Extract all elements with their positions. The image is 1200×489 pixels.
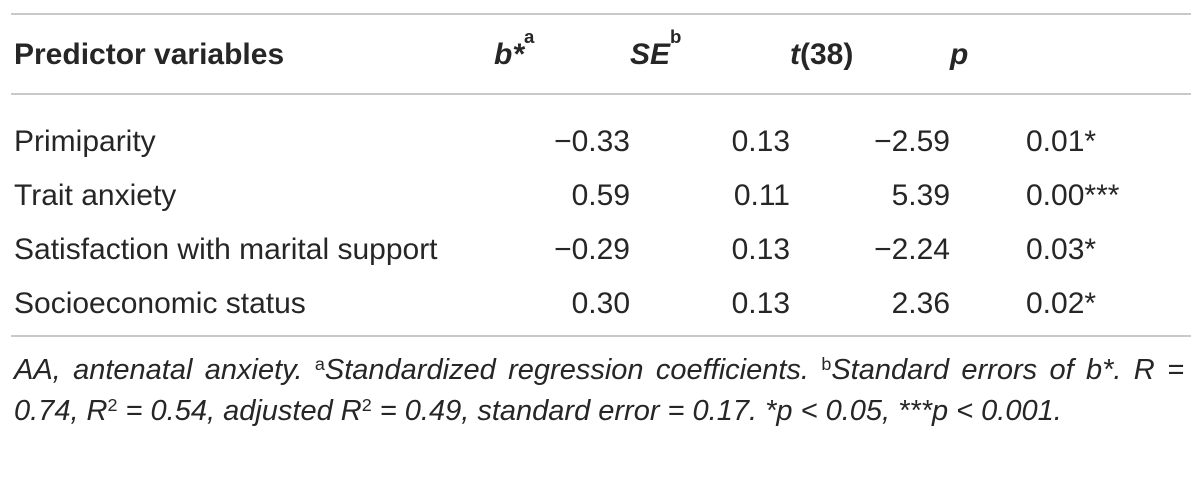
predictor-cell: Trait anxiety: [14, 179, 177, 212]
t-cell: −2.59: [874, 125, 950, 158]
header-predictor: Predictor variables: [14, 37, 285, 71]
header-t: t(38): [790, 37, 854, 71]
t-cell: 5.39: [891, 179, 950, 212]
header-b: b*a: [494, 25, 535, 71]
se-cell: 0.11: [733, 179, 790, 212]
se-cell: 0.13: [731, 233, 790, 266]
b-cell: −0.33: [554, 125, 630, 158]
table-row: Satisfaction with marital support −0.29 …: [14, 223, 1190, 277]
regression-table: Predictor variables b*a SEb t(38) p Prim…: [14, 16, 1190, 331]
predictor-cell: Satisfaction with marital support: [14, 233, 438, 266]
table-row: Socioeconomic status 0.30 0.13 2.36 0.02…: [14, 277, 1190, 331]
p-cell: 0.01*: [1026, 125, 1097, 158]
predictor-cell: Primiparity: [14, 125, 156, 158]
predictor-cell: Socioeconomic status: [14, 287, 306, 320]
se-cell: 0.13: [731, 287, 790, 320]
b-cell: 0.30: [571, 287, 630, 320]
header-rule: [11, 93, 1191, 95]
se-cell: 0.13: [731, 125, 790, 158]
table-row: Primiparity −0.33 0.13 −2.59 0.01*: [14, 93, 1190, 169]
b-cell: 0.59: [571, 179, 630, 212]
header-se: SEb: [630, 25, 682, 71]
t-cell: 2.36: [891, 287, 950, 320]
t-cell: −2.24: [874, 233, 950, 266]
header-row: Predictor variables b*a SEb t(38) p: [14, 16, 1190, 93]
table-row: Trait anxiety 0.59 0.11 5.39 0.00***: [14, 169, 1190, 223]
b-cell: −0.29: [554, 233, 630, 266]
bottom-rule: [11, 335, 1191, 337]
top-rule: [11, 13, 1191, 15]
header-p: p: [950, 37, 969, 71]
p-cell: 0.02*: [1026, 287, 1097, 320]
p-cell: 0.00***: [1026, 179, 1120, 212]
p-cell: 0.03*: [1026, 233, 1097, 266]
table-footnote: AA, antenatal anxiety. aStandardized reg…: [14, 354, 1184, 427]
